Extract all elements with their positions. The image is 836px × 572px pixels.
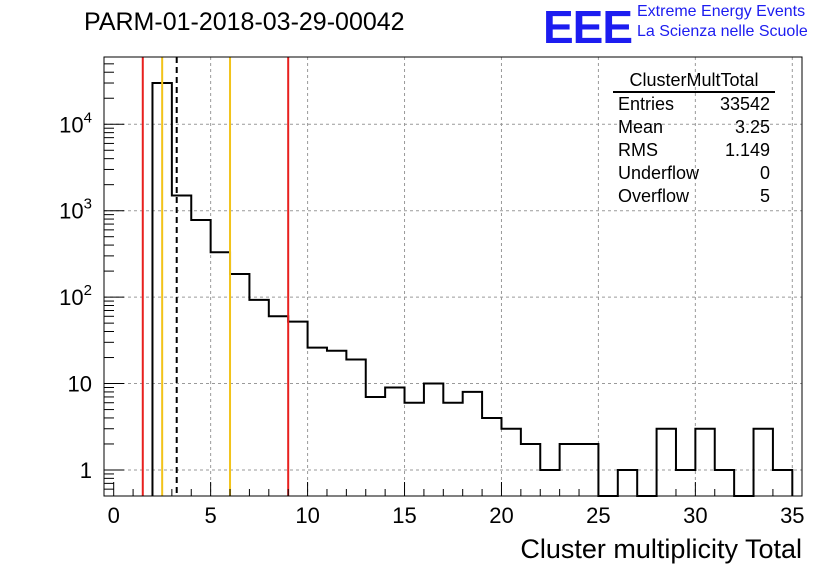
x-tick-label: 25 — [586, 503, 610, 528]
stats-box: ClusterMultTotal Entries 33542 Mean 3.25 RMS… — [609, 69, 779, 208]
histogram-bin — [172, 195, 191, 496]
stats-title: ClusterMultTotal — [613, 69, 775, 93]
histogram-bin — [308, 348, 327, 496]
y-tick-exponent: 4 — [84, 109, 92, 126]
axes-frame — [103, 56, 803, 497]
stats-rows: Entries 33542 Mean 3.25 RMS 1.149 Underflow 0 Ov… — [609, 93, 779, 208]
histogram-bin — [540, 470, 559, 496]
histogram-bin — [346, 359, 365, 496]
x-tick-label: 10 — [295, 503, 319, 528]
stats-value: 5 — [759, 186, 770, 206]
y-tick-base: 10 — [68, 372, 92, 397]
y-tick-exponent: 3 — [84, 196, 92, 213]
histogram-bin — [773, 470, 792, 496]
histogram-bin — [191, 220, 210, 496]
x-axis-ticks: 0 5 10 15 20 25 30 35 — [108, 482, 805, 528]
histogram-bin — [618, 470, 637, 496]
y-tick-label: 1 — [80, 458, 92, 483]
y-tick-base: 1 — [80, 458, 92, 483]
grid-lines — [104, 57, 802, 496]
histogram-bin — [443, 403, 462, 496]
y-tick-exponent: 2 — [84, 282, 92, 299]
logo-line-1: Extreme Energy Events — [637, 3, 806, 20]
stats-value: 0 — [759, 163, 770, 183]
histogram-bin — [501, 429, 520, 496]
y-tick-base: 10 — [59, 199, 83, 224]
stats-label: Mean — [618, 117, 664, 137]
histogram-bin — [366, 397, 385, 496]
histogram-bin — [482, 418, 501, 496]
marker-lines — [141, 57, 290, 496]
x-tick-label: 0 — [108, 503, 120, 528]
stats-row-rms: RMS 1.149 — [609, 139, 779, 162]
histogram-bins — [151, 82, 794, 497]
histogram-bin — [424, 384, 443, 496]
histogram-bin — [269, 316, 288, 496]
histogram-bin — [463, 392, 482, 496]
x-tick-label: 35 — [780, 503, 804, 528]
stats-row-overflow: Overflow 5 — [609, 185, 779, 208]
x-tick-label: 30 — [683, 503, 707, 528]
histogram-bin — [230, 274, 249, 496]
histogram-bin — [695, 429, 714, 496]
stats-row-mean: Mean 3.25 — [609, 116, 779, 139]
eee-logo: EEE — [543, 1, 633, 53]
stats-label: Entries — [618, 94, 675, 114]
histogram-bin — [405, 403, 424, 496]
stats-value: 3.25 — [734, 117, 770, 137]
histogram-bin — [676, 470, 695, 496]
stats-row-underflow: Underflow 0 — [609, 162, 779, 185]
histogram-bin — [385, 388, 404, 496]
y-tick-label: 102 — [59, 282, 92, 310]
stats-label: Overflow — [618, 186, 690, 206]
y-tick-base: 10 — [59, 285, 83, 310]
y-tick-label: 103 — [59, 196, 92, 224]
x-tick-label: 5 — [205, 503, 217, 528]
histogram-bin — [579, 444, 598, 496]
stats-label: Underflow — [618, 163, 700, 183]
logo-line-2: La Scienza nelle Scuole — [637, 23, 808, 40]
plot-frame — [103, 56, 803, 497]
histogram-bin — [754, 429, 773, 496]
histogram-bin — [715, 470, 734, 496]
histogram-bin — [249, 300, 268, 496]
stats-label: RMS — [618, 140, 658, 160]
x-tick-label: 15 — [392, 503, 416, 528]
stats-value: 33542 — [719, 94, 770, 114]
y-tick-label: 10 — [68, 372, 92, 397]
y-tick-base: 10 — [59, 112, 83, 137]
stats-row-entries: Entries 33542 — [609, 93, 779, 116]
x-axis-label: Cluster multiplicity Total — [520, 534, 802, 564]
chart-title: PARM-01-2018-03-29-00042 — [84, 8, 405, 36]
histogram-bin — [657, 429, 676, 496]
y-tick-label: 104 — [59, 109, 92, 137]
histogram-bin — [327, 351, 346, 496]
histogram-bin — [211, 252, 230, 496]
x-tick-label: 20 — [489, 503, 513, 528]
stats-value: 1.149 — [724, 140, 770, 160]
histogram-outline — [151, 82, 794, 497]
